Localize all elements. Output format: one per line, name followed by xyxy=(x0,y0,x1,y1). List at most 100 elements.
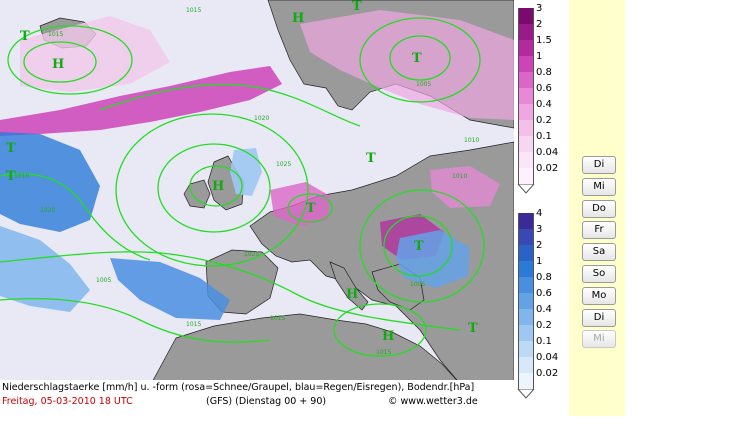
snow-legend-swatch xyxy=(518,40,534,56)
caption-description: Niederschlagstaerke [mm/h] u. -form (ros… xyxy=(2,382,475,393)
rain-legend-label: 0.02 xyxy=(536,368,559,379)
rain-intensity-legend: 4 3 2 1 0.8 0.6 0.4 0.2 0.1 0.04 0.02 xyxy=(516,209,566,399)
snow-legend-swatch xyxy=(518,104,534,120)
day-selector: Di Mi Do Fr Sa So Mo Di Mi xyxy=(582,156,618,352)
isobar-layer xyxy=(0,17,485,357)
isobar-atlantic-far-south xyxy=(0,297,271,343)
snow-legend-label: 0.1 xyxy=(536,131,552,142)
isobar-value-label: 1015 xyxy=(48,31,63,38)
map-caption: Niederschlagstaerke [mm/h] u. -form (ros… xyxy=(0,380,514,412)
isobar-low-scandinavia xyxy=(389,35,451,81)
caption-date: Freitag, 05-03-2010 18 UTC xyxy=(2,396,133,407)
isobar-value-label: 1015 xyxy=(376,349,391,356)
rain-legend-swatch xyxy=(518,229,534,245)
isobar-high-biscay-inner xyxy=(189,165,243,207)
isobar-value-label: 1010 xyxy=(14,173,29,180)
snow-legend-label: 1 xyxy=(536,51,543,62)
land-north-africa xyxy=(149,313,463,386)
map-canvas: T H T H T H T T T T T H H T 1015 1015 10… xyxy=(0,0,514,386)
snow-legend-label: 1.5 xyxy=(536,35,552,46)
pressure-center-label: T xyxy=(366,151,376,166)
snow-band-north-atlantic xyxy=(0,66,282,136)
day-button-mi-2[interactable]: Mi xyxy=(582,330,616,349)
snow-legend-label: 0.4 xyxy=(536,99,552,110)
isobar-value-label: 1015 xyxy=(186,321,201,328)
isobar-value-label: 1020 xyxy=(254,115,269,122)
snow-legend-swatch xyxy=(518,8,534,24)
isobar-low-france xyxy=(287,193,333,223)
pressure-center-label: T xyxy=(414,239,424,254)
rain-legend-label: 3 xyxy=(536,224,543,235)
pressure-center-label: H xyxy=(52,57,64,72)
isobar-value-label: 1005 xyxy=(410,281,425,288)
pressure-center-label: T xyxy=(306,201,316,216)
isobar-value-label: 1010 xyxy=(452,173,467,180)
rain-area-biscay xyxy=(230,148,262,196)
isobar-low-iceland xyxy=(23,41,97,83)
rain-area-southwest-atlantic xyxy=(0,226,90,312)
rain-legend-label: 2 xyxy=(536,240,543,251)
snow-legend-label: 0.02 xyxy=(536,163,559,174)
snow-legend-label: 0.6 xyxy=(536,83,552,94)
rain-legend-label: 4 xyxy=(536,208,543,219)
rain-legend-swatch xyxy=(518,357,534,373)
snow-legend-arrow-icon xyxy=(517,184,535,194)
isobar-value-label: 1010 xyxy=(464,137,479,144)
pressure-center-label: T xyxy=(20,29,30,44)
rain-legend-swatch xyxy=(518,341,534,357)
caption-model-run: (GFS) (Dienstag 00 + 90) xyxy=(206,396,327,407)
caption-credit: © www.wetter3.de xyxy=(388,396,478,408)
rain-legend-swatch xyxy=(518,309,534,325)
snow-legend-swatch xyxy=(518,24,534,40)
isobar-value-label: 1020 xyxy=(40,207,55,214)
snow-legend-label: 3 xyxy=(536,3,543,14)
rain-legend-swatch xyxy=(518,213,534,229)
pressure-center-label: H xyxy=(212,179,224,194)
rain-area-west-atlantic xyxy=(0,132,100,232)
rain-legend-label: 1 xyxy=(536,256,543,267)
isobar-value-label: 1025 xyxy=(244,251,259,258)
rain-legend-swatch xyxy=(518,277,534,293)
rain-legend-label: 0.4 xyxy=(536,304,552,315)
snow-intensity-legend: 3 2 1.5 1 0.8 0.6 0.4 0.2 0.1 0.04 0.02 xyxy=(516,4,566,194)
rain-legend-arrow-icon xyxy=(517,389,535,399)
isobar-low-balkans xyxy=(383,215,453,277)
isobar-north xyxy=(99,83,361,127)
rain-legend-label: 0.6 xyxy=(536,288,552,299)
rain-legend-label: 0.1 xyxy=(536,336,552,347)
isobar-high-africa xyxy=(333,303,427,357)
isobar-high-biscay-mid xyxy=(157,143,271,233)
day-button-sa[interactable]: Sa xyxy=(582,243,616,262)
snow-area-iceland xyxy=(20,16,170,92)
rain-legend-swatch xyxy=(518,293,534,309)
snow-legend-swatch xyxy=(518,152,534,168)
pressure-center-label: H xyxy=(346,287,358,302)
snow-legend-swatch xyxy=(518,88,534,104)
rain-legend-swatch xyxy=(518,245,534,261)
weather-map: T H T H T H T T T T T H H T 1015 1015 10… xyxy=(0,0,514,386)
isobar-low-iceland-outer xyxy=(7,25,133,95)
isobar-value-label: 1015 xyxy=(270,315,285,322)
isobar-low-balkans-outer xyxy=(359,189,485,303)
snow-legend-label: 2 xyxy=(536,19,543,30)
day-button-mi[interactable]: Mi xyxy=(582,177,616,196)
day-button-so[interactable]: So xyxy=(582,264,616,283)
rain-legend-swatch xyxy=(518,373,534,389)
isobar-value-labels: 1015 1015 1005 1020 1025 1010 1005 1025 … xyxy=(14,7,479,356)
day-button-do[interactable]: Do xyxy=(582,199,616,218)
pressure-center-labels: T H T H T H T T T T T H H T xyxy=(6,0,478,344)
rain-legend-swatch xyxy=(518,261,534,277)
pressure-center-label: T xyxy=(412,51,422,66)
day-button-fr[interactable]: Fr xyxy=(582,221,616,240)
day-button-di[interactable]: Di xyxy=(582,156,616,174)
rain-legend-label: 0.2 xyxy=(536,320,552,331)
pressure-center-label: T xyxy=(6,141,16,156)
day-button-di-2[interactable]: Di xyxy=(582,308,616,327)
snow-area-east xyxy=(430,166,500,208)
snow-legend-swatch xyxy=(518,120,534,136)
day-button-mo[interactable]: Mo xyxy=(582,286,616,305)
snow-legend-label: 0.2 xyxy=(536,115,552,126)
snow-area-scandinavia xyxy=(300,10,514,120)
pressure-center-label: H xyxy=(292,11,304,26)
pressure-center-label: H xyxy=(382,329,394,344)
